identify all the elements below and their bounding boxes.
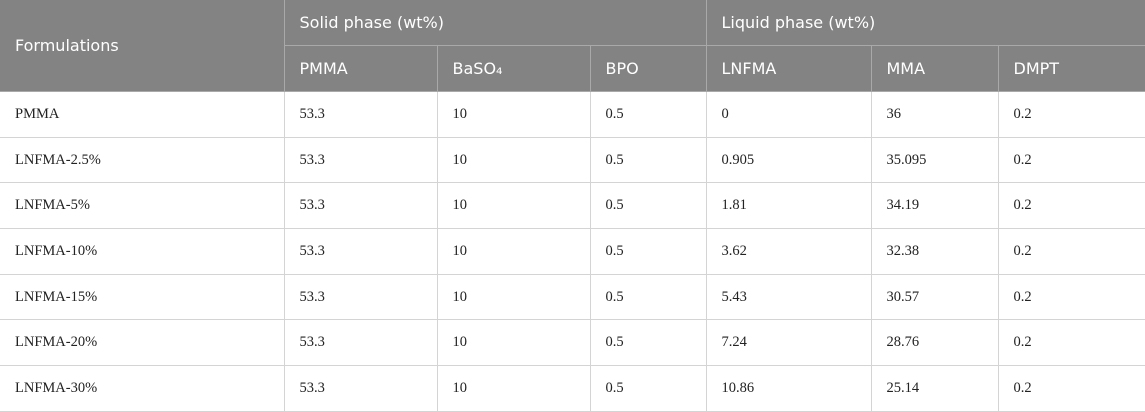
header-column-cell: PMMA: [284, 45, 438, 92]
value-cell: 0.2: [997, 273, 1145, 321]
row-label-cell: LNFMA-20%: [0, 319, 285, 367]
row-label-cell: LNFMA-2.5%: [0, 136, 285, 184]
value-cell: 0.5: [589, 319, 707, 367]
value-cell: 0.5: [589, 91, 707, 138]
table-row: LNFMA-20% 53.3 10 0.5 7.24 28.76 0.2: [0, 319, 1145, 367]
row-label-cell: LNFMA-10%: [0, 228, 285, 275]
value-cell: 36: [870, 91, 999, 138]
table-row: LNFMA-10% 53.3 10 0.5 3.62 32.38 0.2: [0, 228, 1145, 275]
value-cell: 35.095: [870, 136, 999, 184]
value-cell: 0.2: [997, 319, 1145, 367]
header-cell: Formulations: [0, 0, 285, 92]
header-group-cell: Liquid phase (wt%): [705, 0, 1145, 46]
header-column-cell: BaSO₄: [436, 45, 591, 92]
value-cell: 0.5: [589, 182, 707, 230]
table-row: LNFMA-5% 53.3 10 0.5 1.81 34.19 0.2: [0, 182, 1145, 230]
header-column-cell: BPO: [589, 45, 707, 92]
value-cell: 0.5: [589, 228, 707, 275]
value-cell: 10: [436, 228, 591, 275]
value-cell: 0.5: [589, 136, 707, 184]
value-cell: 30.57: [870, 273, 999, 321]
value-cell: 10: [436, 273, 591, 321]
value-cell: 34.19: [870, 182, 999, 230]
table-row: LNFMA-30% 53.3 10 0.5 10.86 25.14 0.2: [0, 365, 1145, 412]
header-column-row: PMMA BaSO₄ BPO LNFMA MMA DMPT: [0, 45, 1145, 92]
header-group-row: Formulations Solid phase (wt%) Liquid ph…: [0, 0, 1145, 92]
value-cell: 0.2: [997, 365, 1145, 412]
row-label-cell: LNFMA-5%: [0, 182, 285, 230]
value-cell: 7.24: [705, 319, 872, 367]
row-label-cell: LNFMA-15%: [0, 273, 285, 321]
value-cell: 0.905: [705, 136, 872, 184]
value-cell: 53.3: [283, 91, 438, 138]
value-cell: 53.3: [283, 365, 438, 412]
value-cell: 10: [436, 319, 591, 367]
value-cell: 0.5: [589, 365, 707, 412]
value-cell: 10: [436, 182, 591, 230]
value-cell: 28.76: [870, 319, 999, 367]
value-cell: 53.3: [283, 136, 438, 184]
value-cell: 0.5: [589, 273, 707, 321]
value-cell: 0.2: [997, 136, 1145, 184]
value-cell: 10: [436, 136, 591, 184]
value-cell: 5.43: [705, 273, 872, 321]
value-cell: 0: [705, 91, 872, 138]
table-row: LNFMA-2.5% 53.3 10 0.5 0.905 35.095 0.2: [0, 136, 1145, 184]
table-row: PMMA 53.3 10 0.5 0 36 0.2: [0, 91, 1145, 138]
header-column-cell: LNFMA: [705, 45, 872, 92]
value-cell: 10.86: [705, 365, 872, 412]
value-cell: 53.3: [283, 182, 438, 230]
row-label-cell: PMMA: [0, 91, 285, 138]
value-cell: 25.14: [870, 365, 999, 412]
header-group-cell: Solid phase (wt%): [283, 0, 707, 46]
value-cell: 32.38: [870, 228, 999, 275]
table-header: Formulations Solid phase (wt%) Liquid ph…: [0, 0, 1145, 92]
value-cell: 53.3: [283, 273, 438, 321]
value-cell: 10: [436, 365, 591, 412]
table-body: PMMA 53.3 10 0.5 0 36 0.2 LNFMA-2.5% 53.3 10 0.5 0.…: [0, 91, 1145, 412]
value-cell: 0.2: [997, 182, 1145, 230]
table-row: LNFMA-15% 53.3 10 0.5 5.43 30.57 0.2: [0, 273, 1145, 321]
header-column-cell: MMA: [870, 45, 999, 92]
header-column-cell: DMPT: [997, 45, 1145, 92]
value-cell: 10: [436, 91, 591, 138]
value-cell: 53.3: [283, 319, 438, 367]
row-label-cell: LNFMA-30%: [0, 365, 285, 412]
value-cell: 1.81: [705, 182, 872, 230]
value-cell: 0.2: [997, 91, 1145, 138]
value-cell: 53.3: [283, 228, 438, 275]
value-cell: 0.2: [997, 228, 1145, 275]
value-cell: 3.62: [705, 228, 872, 275]
